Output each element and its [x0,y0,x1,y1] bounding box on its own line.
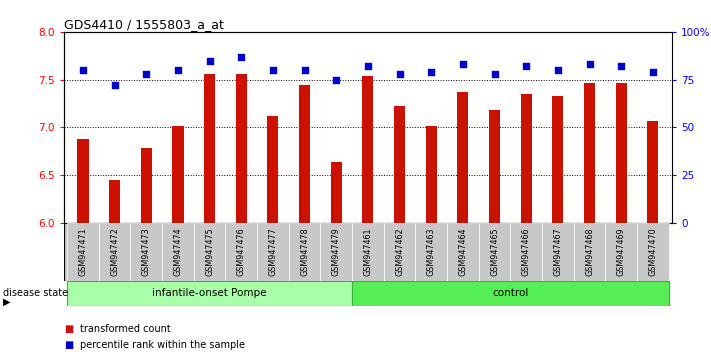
Bar [131,223,162,281]
Text: GDS4410 / 1555803_a_at: GDS4410 / 1555803_a_at [64,18,224,31]
Text: GSM947461: GSM947461 [363,228,373,276]
Point [172,67,183,73]
Bar [267,116,279,223]
Bar [605,223,637,281]
Text: GSM947479: GSM947479 [332,228,341,276]
Point [331,77,342,82]
Text: GSM947463: GSM947463 [427,228,436,276]
Text: ▶: ▶ [3,297,11,307]
Text: GSM947467: GSM947467 [553,228,562,276]
Bar [141,148,152,223]
Bar [99,223,131,281]
Bar [574,223,605,281]
Bar [299,85,310,223]
Point [552,67,564,73]
Text: control: control [492,289,528,298]
Text: disease state: disease state [3,288,68,298]
Text: GSM947466: GSM947466 [522,228,530,276]
Point [394,71,405,77]
Text: percentile rank within the sample: percentile rank within the sample [80,340,245,350]
Point [426,69,437,75]
Bar [204,74,215,223]
Point [204,58,215,63]
Bar [637,223,669,281]
Point [584,62,595,67]
Bar [489,110,500,223]
Bar [363,76,373,223]
Bar [225,223,257,281]
Text: infantile-onset Pompe: infantile-onset Pompe [152,289,267,298]
Bar [77,139,89,223]
Point [457,62,469,67]
Point [109,82,120,88]
Text: GSM947470: GSM947470 [648,228,658,276]
Text: GSM947471: GSM947471 [78,228,87,276]
Point [77,67,89,73]
Text: GSM947472: GSM947472 [110,228,119,276]
Bar [479,223,510,281]
Bar [67,223,99,281]
Point [362,63,374,69]
Bar [109,180,120,223]
Text: transformed count: transformed count [80,324,171,333]
Bar [331,162,342,223]
Bar [415,223,447,281]
Bar [552,96,563,223]
Text: ■: ■ [64,340,73,350]
Bar [352,223,384,281]
Bar [67,281,352,306]
Bar [647,121,658,223]
Text: GSM947477: GSM947477 [269,228,277,276]
Point [489,71,501,77]
Point [235,54,247,59]
Text: ■: ■ [64,324,73,333]
Bar [426,126,437,223]
Text: GSM947475: GSM947475 [205,228,214,276]
Point [299,67,310,73]
Bar [162,223,194,281]
Text: GSM947465: GSM947465 [490,228,499,276]
Bar [510,223,542,281]
Bar [542,223,574,281]
Point [141,71,152,77]
Bar [257,223,289,281]
Text: GSM947473: GSM947473 [141,228,151,276]
Bar [394,107,405,223]
Bar [236,74,247,223]
Bar [584,82,595,223]
Point [647,69,658,75]
Point [520,63,532,69]
Text: GSM947478: GSM947478 [300,228,309,276]
Bar [457,92,469,223]
Point [616,63,627,69]
Bar [194,223,225,281]
Bar [289,223,321,281]
Text: GSM947469: GSM947469 [616,228,626,276]
Bar [447,223,479,281]
Text: GSM947468: GSM947468 [585,228,594,276]
Text: GSM947462: GSM947462 [395,228,404,276]
Bar [616,82,627,223]
Bar [173,126,183,223]
Text: GSM947474: GSM947474 [173,228,183,276]
Text: GSM947464: GSM947464 [459,228,467,276]
Bar [384,223,415,281]
Text: GSM947476: GSM947476 [237,228,246,276]
Bar [352,281,669,306]
Bar [321,223,352,281]
Point [267,67,279,73]
Bar [520,94,532,223]
